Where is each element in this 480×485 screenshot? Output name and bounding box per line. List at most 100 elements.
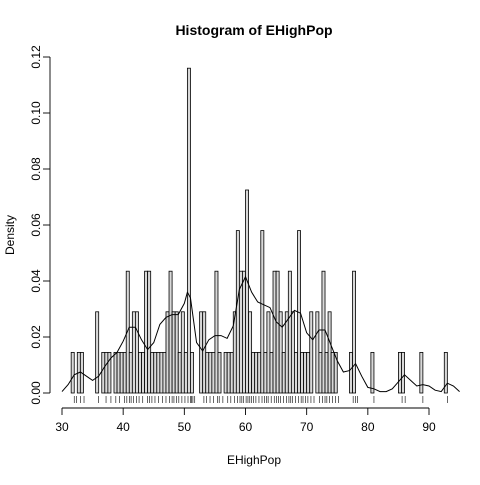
histogram-bar — [168, 270, 173, 394]
y-axis: 0.00 0.02 0.04 0.06 0.08 0.10 0.12 — [29, 45, 51, 405]
histogram-bar — [113, 351, 118, 394]
histogram-bar — [333, 351, 338, 394]
histogram-bar — [159, 351, 164, 394]
x-tick-label: 40 — [116, 420, 130, 434]
histogram-bar — [134, 311, 139, 394]
histogram-bar — [101, 351, 106, 394]
histogram-bar — [180, 311, 185, 394]
histogram-bar — [401, 351, 405, 394]
y-tick-label: 0.04 — [29, 269, 43, 293]
histogram-bar — [242, 270, 246, 394]
histogram-bar — [165, 311, 170, 394]
y-tick-label: 0.02 — [29, 325, 43, 349]
histogram-bar — [174, 311, 179, 394]
histogram-bar — [131, 311, 136, 394]
histogram-bar — [144, 270, 149, 394]
histogram-bar — [287, 270, 292, 394]
histogram-bar — [162, 351, 167, 394]
histogram-bar — [318, 351, 323, 394]
y-axis-label: Density — [3, 215, 17, 255]
histogram-bar — [199, 311, 204, 394]
histogram-bar — [275, 270, 280, 394]
histogram-bar — [153, 351, 158, 394]
y-tick-label: 0.08 — [29, 157, 43, 181]
histogram-bar — [254, 351, 259, 394]
rug-marks — [73, 396, 448, 403]
histogram-bar — [266, 311, 271, 394]
x-axis: 30 40 50 60 70 80 90 — [55, 407, 436, 434]
histogram-bar — [208, 351, 213, 394]
x-tick-label: 30 — [55, 420, 69, 434]
histogram-bar — [398, 351, 402, 394]
histogram-bar — [122, 351, 127, 394]
histogram-bar — [214, 270, 219, 394]
histogram-bar — [128, 351, 133, 394]
histogram-bar — [186, 67, 191, 394]
y-tick-label: 0.00 — [29, 381, 43, 405]
histogram-bar — [104, 351, 109, 394]
x-tick-label: 50 — [178, 420, 192, 434]
histogram-bar — [202, 311, 207, 394]
histogram-bar — [370, 351, 375, 394]
histogram-bar — [245, 189, 249, 394]
histogram-bar — [235, 230, 240, 394]
histogram-bar — [248, 311, 253, 394]
histogram-bar — [443, 351, 448, 394]
x-tick-label: 90 — [422, 420, 436, 434]
histogram-bar — [300, 351, 305, 394]
histogram-bar — [349, 351, 353, 394]
histogram-bar — [141, 351, 145, 394]
y-tick-label: 0.06 — [29, 213, 43, 237]
x-tick-label: 60 — [239, 420, 253, 434]
density-curve — [61, 275, 460, 393]
histogram-bar — [190, 351, 194, 394]
histogram-bar — [269, 351, 274, 394]
histogram-bar — [211, 351, 216, 394]
histogram-bar — [321, 270, 326, 394]
y-tick-label: 0.12 — [29, 45, 43, 69]
histogram-bar — [419, 351, 424, 394]
histogram-bar — [138, 351, 142, 394]
histogram-bar — [263, 351, 268, 394]
x-tick-label: 80 — [361, 420, 375, 434]
histogram-bar — [251, 351, 256, 394]
histogram-bar — [183, 351, 188, 394]
y-tick-label: 0.10 — [29, 101, 43, 125]
histogram-bars — [70, 67, 448, 394]
histogram-bar — [306, 351, 311, 394]
x-tick-label: 70 — [300, 420, 314, 434]
histogram-bar — [309, 311, 314, 394]
histogram-bar — [294, 351, 298, 394]
histogram-bar — [177, 351, 182, 394]
histogram-bar — [303, 351, 308, 394]
histogram-bar — [260, 230, 265, 394]
histogram-bar — [107, 351, 112, 394]
histogram-bar — [70, 351, 75, 394]
histogram-bar — [223, 351, 228, 394]
histogram-bar — [330, 351, 335, 394]
histogram-bar — [171, 311, 176, 394]
histogram-bar — [156, 351, 161, 394]
histogram-bar — [205, 351, 210, 394]
histogram-bar — [327, 311, 332, 394]
histogram-bar — [119, 351, 124, 394]
histogram-bar — [217, 351, 222, 394]
histogram-bar — [324, 351, 329, 394]
histogram-bar — [125, 270, 130, 394]
histogram-bar — [281, 351, 286, 394]
histogram-bar — [352, 270, 357, 394]
histogram-bar — [257, 351, 262, 394]
histogram-bar — [150, 351, 155, 394]
histogram-bar — [95, 311, 100, 394]
histogram-bar — [147, 270, 152, 394]
histogram-bar — [229, 351, 234, 394]
histogram-bar — [116, 351, 121, 394]
histogram-bar — [278, 311, 283, 394]
histogram-bar — [284, 311, 289, 394]
histogram-bar — [272, 270, 277, 394]
chart-title: Histogram of EHighPop — [175, 22, 332, 38]
histogram-bar — [290, 311, 295, 394]
histogram-bar — [315, 311, 320, 394]
histogram-bar — [226, 351, 231, 394]
